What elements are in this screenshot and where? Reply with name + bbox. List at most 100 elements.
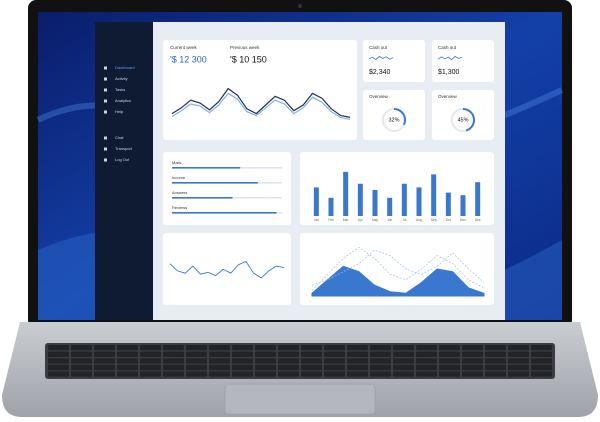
key <box>462 364 483 371</box>
key <box>209 345 230 351</box>
sparkline <box>368 55 394 61</box>
x-tick-label: Apr <box>358 218 364 222</box>
key <box>71 364 92 371</box>
card <box>163 40 357 140</box>
key <box>278 345 299 351</box>
x-tick-label: Jan <box>314 218 319 222</box>
key <box>140 351 161 357</box>
key <box>347 371 368 377</box>
card <box>363 90 425 140</box>
key <box>416 358 437 364</box>
bar <box>372 190 378 216</box>
card <box>432 40 494 82</box>
card <box>300 152 494 225</box>
key <box>117 345 138 351</box>
key <box>508 358 529 364</box>
key <box>255 345 276 351</box>
key <box>301 371 322 377</box>
x-tick-label: May <box>372 218 378 222</box>
menu-icon <box>104 88 107 92</box>
key <box>186 364 207 371</box>
line <box>311 249 485 286</box>
key <box>324 371 345 377</box>
line <box>169 260 285 279</box>
key <box>531 351 552 357</box>
key <box>485 364 506 371</box>
menu-icon <box>104 77 107 81</box>
key <box>393 358 414 364</box>
key <box>485 358 506 364</box>
gauge-arc <box>451 108 475 132</box>
key <box>255 351 276 357</box>
menu-item: Chat <box>115 135 124 140</box>
menu-item: Analytics <box>115 98 131 103</box>
progress-fill <box>172 182 258 184</box>
x-tick-label: Feb <box>328 218 334 222</box>
card <box>163 152 291 225</box>
key <box>324 351 345 357</box>
bar <box>401 183 407 216</box>
menu-icon <box>104 136 107 140</box>
key <box>370 351 391 357</box>
menu-item: Tasks <box>115 87 125 92</box>
value: '$ 10 150 <box>230 54 267 64</box>
label: Overview <box>438 94 458 99</box>
key <box>508 364 529 371</box>
gauge-label: 32% <box>388 117 399 123</box>
key <box>163 371 184 377</box>
menu-item: Help <box>115 109 124 114</box>
key <box>278 351 299 357</box>
key <box>347 364 368 371</box>
bar <box>343 171 349 216</box>
label: Reviews <box>172 205 187 210</box>
key <box>370 371 391 377</box>
key <box>508 345 529 351</box>
menu-item: Activity <box>115 76 128 81</box>
key <box>462 358 483 364</box>
key <box>301 345 322 351</box>
key <box>439 345 460 351</box>
key <box>48 358 69 364</box>
key <box>439 351 460 357</box>
bar <box>313 187 319 216</box>
key <box>324 364 345 371</box>
key <box>439 371 460 377</box>
key <box>255 358 276 364</box>
key <box>232 358 253 364</box>
key <box>347 358 368 364</box>
key <box>232 371 253 377</box>
key <box>71 358 92 364</box>
key <box>370 364 391 371</box>
key <box>186 345 207 351</box>
key <box>163 358 184 364</box>
key <box>117 364 138 371</box>
menu-item: Dashboard <box>115 65 135 70</box>
x-tick-label: Dec <box>475 218 481 222</box>
key <box>48 364 69 371</box>
key <box>416 371 437 377</box>
key <box>209 351 230 357</box>
card <box>163 233 291 305</box>
progress-fill <box>172 212 277 214</box>
progress-fill <box>172 197 233 199</box>
sparkline <box>437 55 463 61</box>
card <box>432 90 494 140</box>
key <box>140 345 161 351</box>
label: Overview <box>369 94 389 99</box>
menu-item: Transport <box>115 146 133 151</box>
x-tick-label: Jun <box>387 218 392 222</box>
key <box>301 351 322 357</box>
key <box>393 345 414 351</box>
key <box>324 358 345 364</box>
key <box>416 345 437 351</box>
menu-icon <box>104 158 107 162</box>
x-tick-label: Oct <box>446 218 451 222</box>
menu-item: Log Out <box>115 157 130 162</box>
key <box>186 371 207 377</box>
key <box>531 358 552 364</box>
key <box>71 371 92 377</box>
key <box>301 358 322 364</box>
key <box>416 351 437 357</box>
